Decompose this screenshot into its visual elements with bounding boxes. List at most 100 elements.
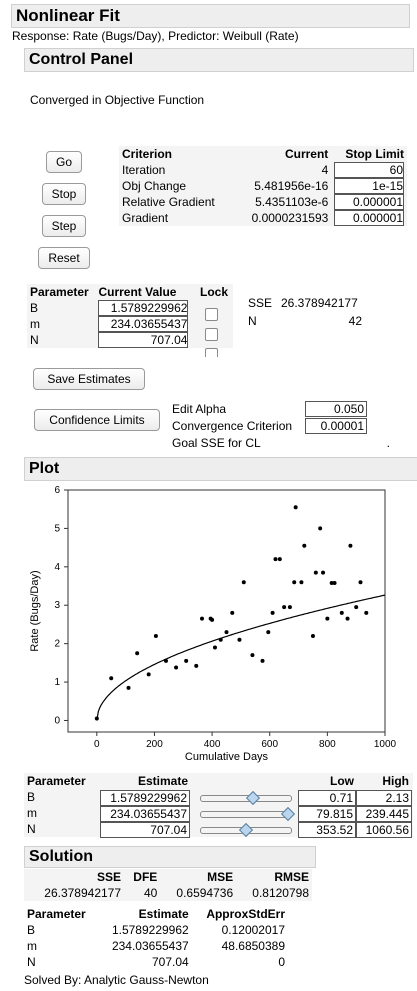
criterion-header: Criterion [122,147,173,161]
convergence-criterion-input[interactable]: 0.00001 [305,418,367,434]
low-input[interactable]: 0.71 [298,790,356,806]
step-button[interactable]: Step [42,215,86,237]
high-input[interactable]: 1060.56 [356,822,412,838]
data-point [293,505,298,510]
low-input[interactable]: 353.52 [298,822,356,838]
stop-limit-input[interactable]: 0.000001 [334,194,404,210]
go-button[interactable]: Go [46,151,82,173]
data-point [224,630,229,635]
save-estimates-button[interactable]: Save Estimates [33,368,145,390]
param-stderr: 0.12002017 [221,923,285,937]
data-point [200,616,205,621]
sse-header: SSE [97,870,122,884]
data-point [153,633,158,638]
data-point [174,665,179,670]
lock-checkbox-b[interactable] [205,308,218,321]
parameter-row: B 1.5789229962 [27,300,233,316]
plot-title: Plot [29,460,60,477]
lock-checkbox-n[interactable] [205,348,218,357]
fit-curve [96,594,386,721]
data-point [94,716,99,721]
criterion-name: Relative Gradient [122,195,215,209]
data-point [332,580,337,585]
response-line: Response: Rate (Bugs/Day), Predictor: We… [12,29,299,43]
data-point [358,580,363,585]
criterion-row: Relative Gradient 5.4351103e-6 0.000001 [119,194,407,210]
solution-header[interactable]: Solution [24,846,316,868]
scatter-plot[interactable]: 0 1 2 3 4 5 6 0 200 400 600 800 1000 Cumulative Days R… [0,480,417,765]
estimate-slider[interactable] [200,811,292,818]
solution-title: Solution [29,848,93,865]
data-point [230,610,235,615]
parameter-row: N 707.04 [27,332,233,348]
stop-limit-input[interactable]: 60 [334,162,404,178]
data-point [260,658,265,663]
data-point [126,685,131,690]
edit-alpha-input[interactable]: 0.050 [305,401,367,417]
criterion-name: Gradient [122,211,169,225]
data-point [321,570,326,575]
solution-param-table: Parameter Estimate ApproxStdErr B 1.5789… [24,906,288,970]
y-tick-label: 3 [54,600,60,611]
mse-cell: 0.6594736 [176,886,234,900]
criterion-row: Obj Change 5.481956e-16 1e-15 [119,178,407,194]
param-name: B [27,923,36,937]
data-point [329,580,334,585]
data-point [318,526,323,531]
stop-limit-input[interactable]: 1e-15 [334,178,404,194]
solution-param-row: B 1.5789229962 0.12002017 [24,922,288,938]
solution-stats-row: 26.378942177 40 0.6594736 0.8120798 [24,885,312,901]
x-tick-label: 800 [319,739,336,750]
estimate-input[interactable]: 234.03655437 [100,806,190,822]
control-panel-header[interactable]: Control Panel [24,48,414,72]
param-estimate: 234.03655437 [111,939,189,953]
estimate-input[interactable]: 707.04 [100,822,190,838]
data-point [184,658,189,663]
parameter-header: Parameter [30,285,89,299]
solution-estimate-header: Estimate [138,907,189,921]
parameter-name: B [30,301,39,315]
lock-checkbox-m[interactable] [205,328,218,341]
plot-header[interactable]: Plot [24,457,417,481]
low-input[interactable]: 79.815 [298,806,356,822]
data-point [364,610,369,615]
data-point [218,637,223,642]
data-point [273,557,278,562]
data-point [135,651,140,656]
mse-header: MSE [207,870,234,884]
high-input[interactable]: 239.445 [356,806,412,822]
parameter-value-input[interactable]: 1.5789229962 [98,300,189,316]
convergence-status: Converged in Objective Function [30,93,205,107]
plot-frame [67,489,386,733]
x-axis-label: Cumulative Days [185,751,269,763]
stop-limit-input[interactable]: 0.000001 [334,210,404,226]
dfe-header: DFE [133,870,158,884]
y-tick-label: 5 [54,523,60,534]
confidence-limits-button[interactable]: Confidence Limits [34,409,160,431]
current-header: Current [284,147,329,161]
high-input[interactable]: 2.13 [356,790,412,806]
goal-sse-label: Goal SSE for CL [172,436,261,450]
estimate-slider[interactable] [200,795,292,802]
criterion-table: Criterion Current Stop Limit Iteration 4… [119,146,407,226]
criterion-name: Obj Change [122,179,187,193]
stop-button[interactable]: Stop [42,183,86,205]
y-tick-label: 1 [54,677,60,688]
current-value-header: Current Value [98,285,177,299]
stop-limit-header: Stop Limit [345,147,404,161]
x-tick-label: 600 [261,739,278,750]
reset-button[interactable]: Reset [38,247,90,269]
report-title-bar[interactable]: Nonlinear Fit [11,4,410,28]
criterion-row: Gradient 0.0000231593 0.000001 [119,210,407,226]
criterion-current: 5.4351103e-6 [255,195,329,209]
y-tick-label: 6 [54,485,60,496]
param-name: N [27,955,36,969]
param-name: m [27,939,37,953]
data-point [241,580,246,585]
parameter-value-input[interactable]: 707.04 [98,332,189,348]
solution-parameter-header: Parameter [27,907,86,921]
data-point [313,570,318,575]
data-point [109,676,114,681]
parameter-value-input[interactable]: 234.03655437 [98,316,189,332]
estimate-input[interactable]: 1.5789229962 [100,790,190,806]
